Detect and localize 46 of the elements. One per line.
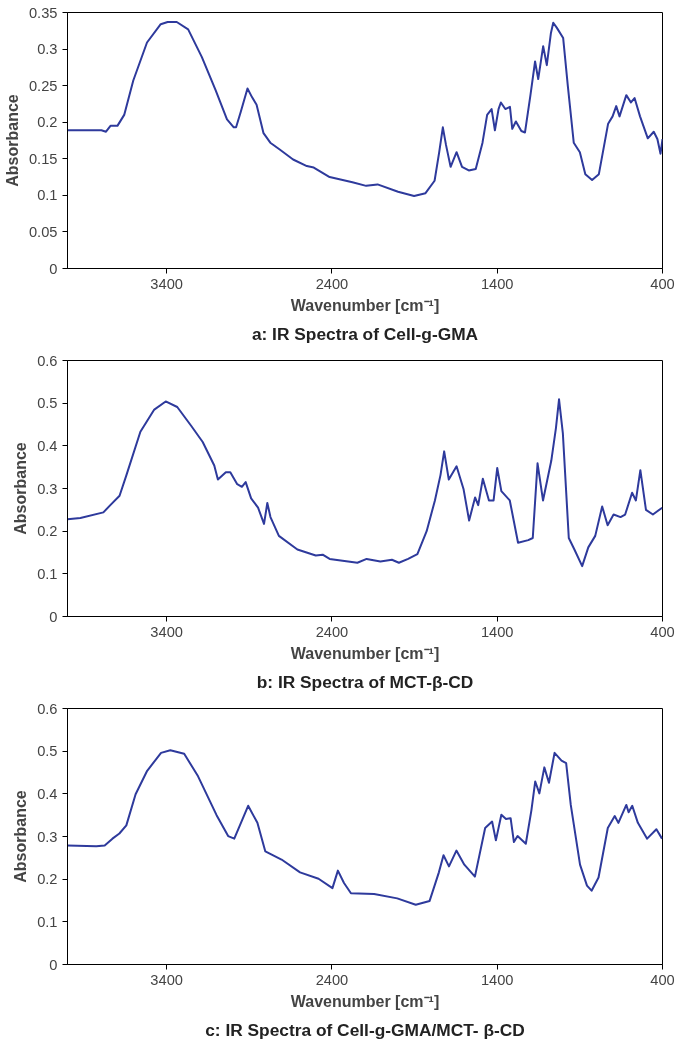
x-axis-title: Wavenumber [cm⁻¹]: [290, 644, 440, 662]
y-tick-label: 0.1: [37, 913, 58, 930]
x-tick-label: 1400: [480, 971, 514, 988]
x-tick-label: 3400: [150, 971, 183, 988]
x-tick-label: 2400: [315, 275, 349, 292]
y-tick-label: 0.1: [37, 565, 58, 582]
y-tick-label: 0.05: [28, 223, 58, 240]
y-tick-label: 0.3: [37, 41, 58, 58]
x-tick-label: 1400: [480, 275, 514, 292]
y-tick-label: 0.35: [28, 4, 58, 21]
y-tick-label: 0: [49, 260, 58, 277]
text: a: IR Spectra of Cell-g-GMA: [251, 323, 479, 344]
x-tick-label: 400: [650, 275, 675, 292]
x-axis-title: Wavenumber [cm⁻¹]: [290, 296, 440, 314]
line-series: [67, 21, 663, 198]
text: b: IR Spectra of MCT-β-CD: [256, 671, 474, 692]
y-tick-label: 0.6: [37, 700, 58, 717]
x-axis-title: Wavenumber [cm⁻¹]: [290, 992, 440, 1010]
y-axis-title: Absorbance: [3, 94, 21, 187]
y-tick-label: 0.15: [28, 150, 58, 167]
x-tick-label: 400: [650, 971, 675, 988]
x-tick-label: 2400: [315, 623, 349, 640]
y-tick-label: 0.5: [37, 743, 58, 760]
x-tick-label: 2400: [315, 971, 349, 988]
y-tick-label: 0.25: [28, 77, 58, 94]
y-tick-label: 0.4: [37, 785, 58, 802]
y-tick-label: 0.3: [37, 480, 58, 497]
x-tick-label: 3400: [150, 623, 183, 640]
y-tick-label: 0: [49, 956, 58, 973]
y-tick-label: 0: [49, 608, 58, 625]
y-tick-label: 0.2: [37, 523, 58, 540]
x-tick-label: 1400: [480, 623, 514, 640]
y-tick-label: 0.6: [37, 352, 58, 369]
line-series: [67, 398, 663, 568]
line-series: [67, 749, 663, 906]
y-tick-label: 0.5: [37, 395, 58, 412]
x-tick-label: 3400: [150, 275, 183, 292]
y-tick-label: 0.2: [37, 871, 58, 888]
y-axis-title: Absorbance: [12, 790, 30, 883]
text: c: IR Spectra of Cell-g-GMA/MCT- β-CD: [205, 1019, 525, 1040]
y-tick-label: 0.1: [37, 187, 58, 204]
y-tick-label: 0.4: [37, 437, 58, 454]
y-tick-label: 0.3: [37, 828, 58, 845]
y-axis-title: Absorbance: [12, 442, 30, 535]
y-tick-label: 0.2: [37, 114, 58, 131]
x-tick-label: 400: [650, 623, 675, 640]
